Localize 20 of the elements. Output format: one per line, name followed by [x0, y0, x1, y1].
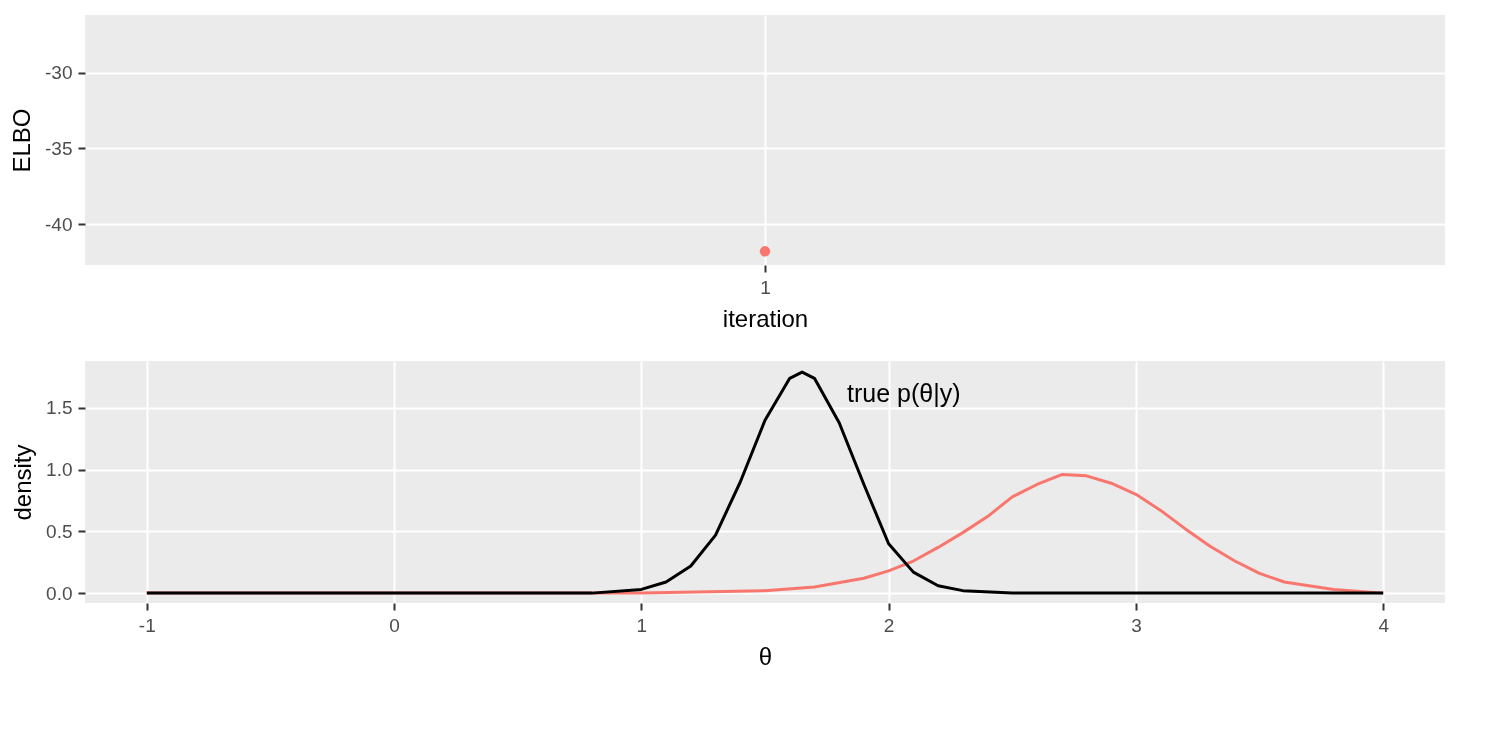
x-tick-label: 1 — [760, 276, 771, 298]
y-axis-title: ELBO — [8, 108, 36, 173]
x-axis-title: iteration — [722, 304, 809, 332]
x-tick-label: 0 — [389, 614, 400, 636]
x-tick-label: 1 — [636, 614, 648, 636]
y-tick-label: 1.5 — [46, 397, 73, 419]
x-tick-label: 4 — [1378, 614, 1390, 636]
x-tick-label: -1 — [138, 614, 156, 636]
x-tick-label: 3 — [1131, 614, 1142, 636]
y-tick-label: -35 — [45, 137, 73, 159]
y-tick-label: 1.0 — [46, 459, 73, 481]
y-axis-title: density — [9, 444, 37, 521]
x-tick-label: 2 — [883, 614, 895, 636]
line-series — [145, 370, 1385, 595]
x-axis-title: θ — [758, 642, 773, 670]
y-tick-label: -40 — [45, 213, 73, 235]
y-tick-label: 0.5 — [46, 520, 73, 542]
y-tick-label: 0.0 — [46, 582, 73, 604]
y-tick-label: -30 — [45, 62, 73, 84]
annotation: true p(θ|y) — [847, 379, 961, 408]
